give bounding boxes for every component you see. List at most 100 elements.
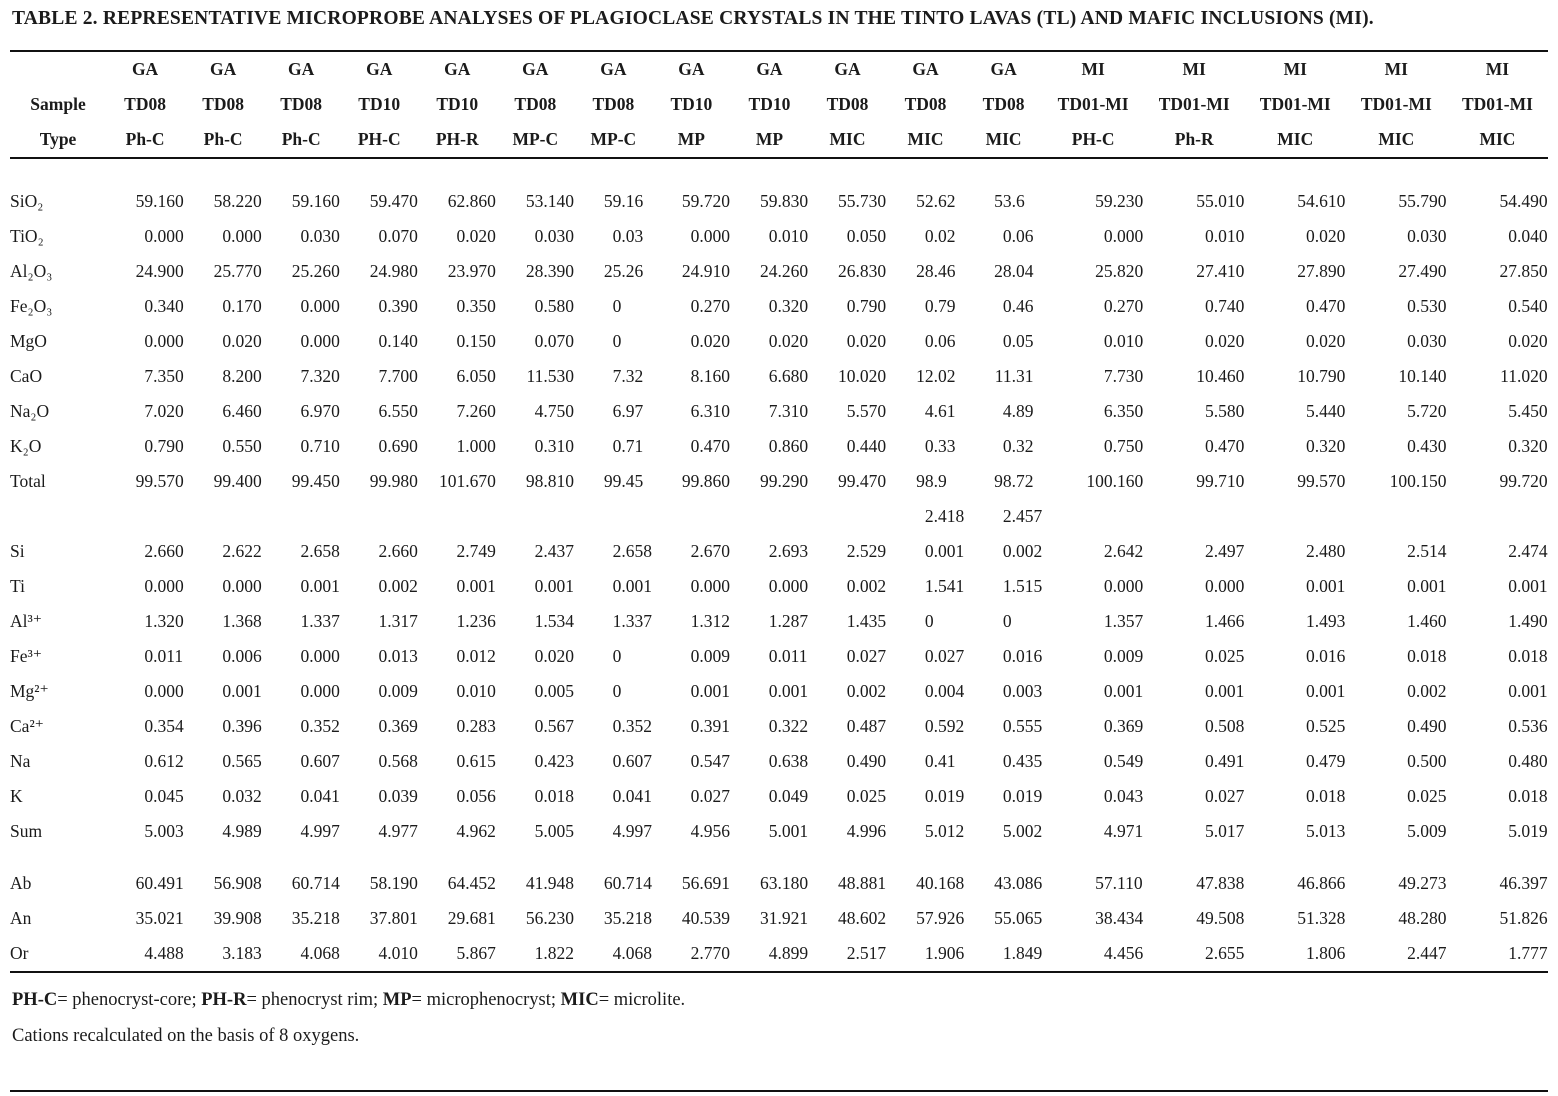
value-cell: 0.270 bbox=[1103, 296, 1144, 316]
footnote-abbrev-text: = microlite. bbox=[598, 990, 686, 1010]
value-cell: 25.260 bbox=[291, 261, 340, 281]
header-type-cell: MIC bbox=[1378, 129, 1415, 149]
value-cell: 0.001 bbox=[924, 541, 965, 561]
value-cell: 4.997 bbox=[300, 821, 340, 841]
value-cell: 59.830 bbox=[759, 191, 809, 211]
value-cell: 99.980 bbox=[369, 471, 418, 491]
value-cell: 0.565 bbox=[222, 751, 262, 771]
value-cell: 0.352 bbox=[612, 716, 652, 736]
value-cell: 1.466 bbox=[1204, 611, 1245, 631]
value-cell: 1.849 bbox=[1002, 943, 1043, 963]
value-cell: 0.027 bbox=[1204, 786, 1245, 806]
value-cell: 0 bbox=[612, 296, 622, 316]
value-cell: 1.000 bbox=[456, 436, 496, 456]
value-cell: 0.690 bbox=[378, 436, 418, 456]
value-cell: 0.010 bbox=[456, 681, 496, 701]
header-sample-cell: TD01-MI bbox=[1461, 94, 1533, 114]
header-type-cell: PH-R bbox=[435, 129, 479, 149]
value-cell: 0.470 bbox=[1204, 436, 1245, 456]
value-cell: 4.989 bbox=[222, 821, 262, 841]
row-label: K bbox=[10, 786, 23, 806]
value-cell bbox=[808, 499, 886, 534]
table-row: Al₂O₃ 24.900 25.770 25.260 24.980 23.970 28.39… bbox=[10, 254, 1548, 289]
value-cell: 0.140 bbox=[378, 331, 418, 351]
value-cell: 11.31 bbox=[994, 366, 1034, 386]
value-cell: 0.040 bbox=[1508, 226, 1548, 246]
table-row: K₂O 0.790 0.550 0.710 0.690 1.000 0.310 0.71 0.4… bbox=[10, 429, 1548, 464]
value-cell: 2.457 bbox=[1002, 506, 1043, 526]
value-cell: 49.508 bbox=[1196, 908, 1245, 928]
spacer-row bbox=[10, 158, 1548, 184]
value-cell: 46.397 bbox=[1499, 873, 1548, 893]
table-row: TiO₂ 0.000 0.000 0.030 0.070 0.020 0.030 0.03 0.… bbox=[10, 219, 1548, 254]
value-cell: 99.570 bbox=[1297, 471, 1346, 491]
value-cell: 27.850 bbox=[1499, 261, 1548, 281]
value-cell: 99.45 bbox=[603, 471, 644, 491]
bottom-rule bbox=[10, 1090, 1548, 1092]
value-cell: 0.322 bbox=[768, 716, 809, 736]
value-cell: 35.218 bbox=[603, 908, 652, 928]
value-cell: 0.33 bbox=[924, 436, 956, 456]
header-sample-cell: TD08 bbox=[514, 94, 557, 114]
value-cell: 0.002 bbox=[846, 576, 887, 596]
value-cell: 0.049 bbox=[768, 786, 809, 806]
value-cell: 2.658 bbox=[300, 541, 340, 561]
value-cell: 0.020 bbox=[1306, 226, 1346, 246]
header-sample-cell: TD08 bbox=[124, 94, 166, 114]
row-label: MgO bbox=[10, 331, 47, 351]
value-cell: 0.000 bbox=[1204, 576, 1245, 596]
value-cell: 2.437 bbox=[534, 541, 574, 561]
value-cell: 40.539 bbox=[681, 908, 731, 928]
value-cell: 0.32 bbox=[1002, 436, 1034, 456]
value-cell: 100.160 bbox=[1086, 471, 1144, 491]
value-cell: 0.019 bbox=[1002, 786, 1043, 806]
value-cell: 5.012 bbox=[924, 821, 965, 841]
value-cell: 2.655 bbox=[1204, 943, 1245, 963]
value-cell: 0.79 bbox=[924, 296, 956, 316]
value-cell: 0.470 bbox=[690, 436, 731, 456]
value-cell: 99.710 bbox=[1196, 471, 1245, 491]
value-cell: 2.660 bbox=[378, 541, 418, 561]
value-cell: 99.720 bbox=[1499, 471, 1548, 491]
value-cell: 0.500 bbox=[1407, 751, 1447, 771]
row-label: Si bbox=[10, 541, 25, 561]
value-cell: 0.030 bbox=[534, 226, 574, 246]
value-cell: 24.910 bbox=[681, 261, 731, 281]
value-cell: 48.602 bbox=[838, 908, 887, 928]
value-cell: 2.447 bbox=[1407, 943, 1447, 963]
header-group-cell: GA bbox=[522, 59, 549, 79]
value-cell: 2.474 bbox=[1508, 541, 1548, 561]
value-cell: 59.160 bbox=[291, 191, 340, 211]
value-cell: 0.009 bbox=[378, 681, 418, 701]
header-type-cell: PH-C bbox=[1071, 129, 1115, 149]
value-cell: 1.435 bbox=[846, 611, 887, 631]
value-cell: 0.340 bbox=[144, 296, 184, 316]
value-cell: 0.549 bbox=[1103, 751, 1144, 771]
value-cell: 5.002 bbox=[1002, 821, 1043, 841]
table-row: CaO 7.350 8.200 7.320 7.700 6.050 11.530 7.32 8.… bbox=[10, 359, 1548, 394]
value-cell: 5.440 bbox=[1306, 401, 1346, 421]
value-cell: 39.908 bbox=[213, 908, 262, 928]
value-cell bbox=[652, 499, 730, 534]
value-cell: 0.536 bbox=[1508, 716, 1548, 736]
value-cell: 5.013 bbox=[1306, 821, 1346, 841]
value-cell: 0.010 bbox=[1103, 331, 1144, 351]
value-cell: 0.41 bbox=[924, 751, 956, 771]
value-cell: 0.020 bbox=[534, 646, 574, 666]
value-cell: 0.001 bbox=[534, 576, 574, 596]
value-cell: 51.826 bbox=[1499, 908, 1548, 928]
value-cell: 0.567 bbox=[534, 716, 574, 736]
value-cell: 0.000 bbox=[144, 331, 184, 351]
footnote-abbrev-text: = phenocryst rim; bbox=[246, 990, 383, 1010]
value-cell: 99.570 bbox=[135, 471, 184, 491]
value-cell: 0.070 bbox=[534, 331, 574, 351]
value-cell: 56.230 bbox=[525, 908, 574, 928]
header-group-cell: MI bbox=[1182, 59, 1206, 79]
table-row: Fe₂O₃ 0.340 0.170 0.000 0.390 0.350 0.580 0 0.27… bbox=[10, 289, 1548, 324]
value-cell: 7.350 bbox=[144, 366, 184, 386]
value-cell: 99.450 bbox=[291, 471, 340, 491]
value-cell: 0.001 bbox=[690, 681, 731, 701]
value-cell: 24.260 bbox=[759, 261, 809, 281]
value-cell: 4.899 bbox=[768, 943, 809, 963]
value-cell: 0.000 bbox=[768, 576, 809, 596]
